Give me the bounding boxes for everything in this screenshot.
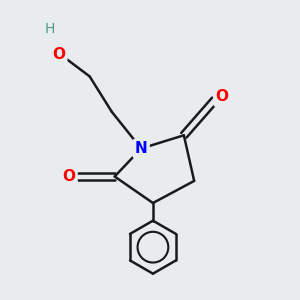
- Text: H: H: [45, 22, 55, 36]
- Text: O: O: [62, 169, 76, 184]
- Text: N: N: [135, 141, 148, 156]
- Text: O: O: [216, 89, 229, 104]
- Text: O: O: [52, 47, 65, 62]
